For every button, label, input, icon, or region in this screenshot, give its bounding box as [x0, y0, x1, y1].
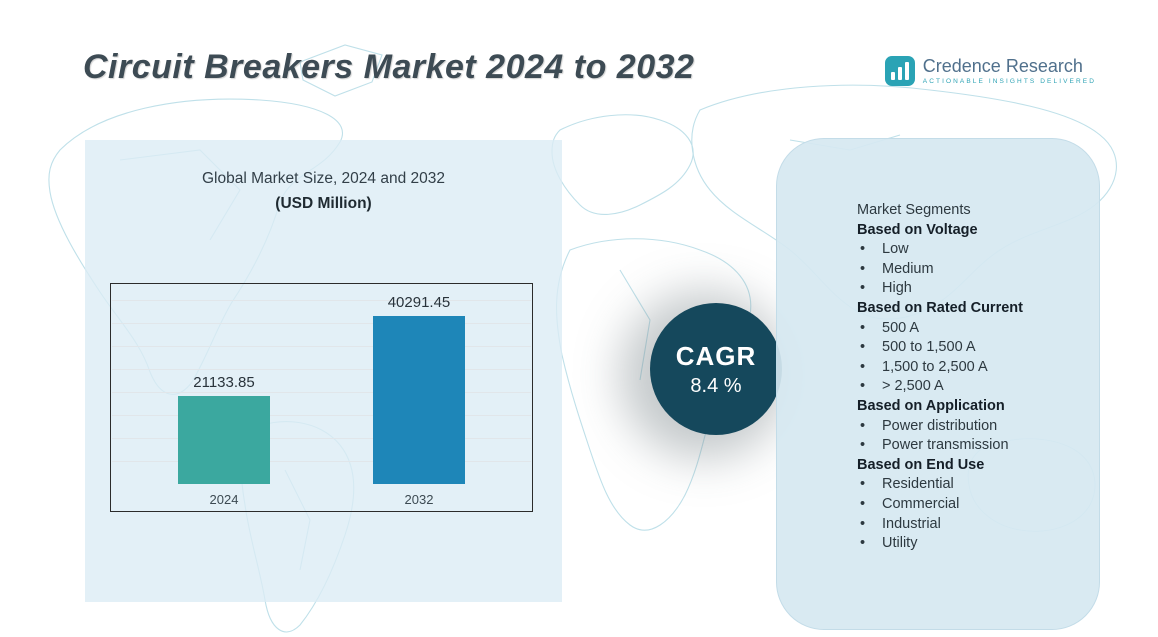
- market-segments-panel: Market Segments Based on Voltage • Low • Med…: [776, 138, 1100, 630]
- brand-text: Credence Research Actionable Insights De…: [923, 56, 1096, 85]
- page-title: Circuit Breakers Market 2024 to 2032: [83, 48, 695, 86]
- bullet-icon: •: [860, 260, 866, 277]
- segment-item-label: Commercial: [882, 495, 960, 512]
- segment-item-label: Low: [882, 241, 909, 258]
- segment-item-label: Industrial: [882, 515, 941, 532]
- bullet-icon: •: [860, 535, 866, 552]
- segment-item: • Residential: [857, 475, 1081, 495]
- segments-title: Market Segments: [857, 202, 971, 218]
- segment-item: • Utility: [857, 534, 1081, 554]
- segment-item: • Industrial: [857, 515, 1081, 535]
- bar-group-2032: 40291.45 2032: [373, 294, 465, 507]
- segment-item: • 500 to 1,500 A: [857, 338, 1081, 358]
- segment-item: • High: [857, 279, 1081, 299]
- bar-group-2024: 21133.85 2024: [178, 374, 270, 507]
- bar-2024: [178, 396, 270, 484]
- segment-item-label: Power distribution: [882, 417, 998, 434]
- bar-2032: [373, 316, 465, 484]
- bar-value-label: 21133.85: [193, 374, 255, 391]
- brand-tagline: Actionable Insights Delivered: [922, 78, 1096, 85]
- cagr-label: CAGR: [675, 340, 757, 371]
- market-size-panel: Global Market Size, 2024 and 2032 (USD M…: [85, 140, 562, 602]
- segment-item-label: Power transmission: [882, 437, 1009, 454]
- segment-item-label: Medium: [882, 260, 934, 277]
- bullet-icon: •: [860, 417, 866, 434]
- segment-item: • Low: [857, 240, 1081, 260]
- segment-item: • Medium: [857, 260, 1081, 280]
- segment-item: • 1,500 to 2,500 A: [857, 358, 1081, 378]
- bullet-icon: •: [860, 515, 866, 532]
- cagr-value: 8.4 %: [690, 374, 742, 397]
- bar-category-label: 2024: [209, 492, 239, 507]
- segment-item-label: > 2,500 A: [882, 378, 944, 395]
- bullet-icon: •: [860, 437, 866, 454]
- chart-subtitle: (USD Million): [275, 195, 372, 212]
- segment-item-label: Utility: [882, 535, 918, 552]
- segment-heading: Based on Application: [857, 397, 1005, 414]
- bullet-icon: •: [860, 339, 866, 356]
- segment-item-label: 500 to 1,500 A: [882, 339, 976, 356]
- credence-bar-chart-icon: [884, 56, 915, 86]
- segment-item-label: High: [882, 280, 912, 297]
- bullet-icon: •: [860, 495, 866, 512]
- chart-title: Global Market Size, 2024 and 2032: [202, 170, 445, 187]
- segment-item-label: 500 A: [882, 319, 920, 336]
- cagr-badge: CAGR 8.4 %: [650, 303, 782, 435]
- segment-item: • > 2,500 A: [857, 377, 1081, 397]
- brand-logo: Credence Research Actionable Insights De…: [884, 56, 1096, 86]
- segment-item: • Power distribution: [857, 417, 1081, 437]
- segment-item: • Commercial: [857, 495, 1081, 515]
- segment-item-label: 1,500 to 2,500 A: [882, 358, 988, 375]
- segment-item-label: Residential: [882, 476, 954, 493]
- bar-value-label: 40291.45: [387, 294, 451, 311]
- bullet-icon: •: [860, 358, 866, 375]
- segment-heading: Based on End Use: [857, 456, 985, 473]
- bars-area: 21133.85 2024 40291.45 2032: [111, 294, 532, 507]
- bullet-icon: •: [860, 241, 866, 258]
- bullet-icon: •: [860, 476, 866, 493]
- segments-list: Based on Voltage • Low • Medium • High Based on…: [857, 221, 1081, 554]
- segment-heading: Based on Rated Current: [857, 299, 1023, 316]
- segment-item: • Power transmission: [857, 436, 1081, 456]
- bullet-icon: •: [860, 378, 866, 395]
- brand-name: Credence Research: [922, 56, 1083, 76]
- bullet-icon: •: [860, 319, 866, 336]
- segment-heading: Based on Voltage: [857, 221, 978, 238]
- bar-category-label: 2032: [404, 492, 434, 507]
- bullet-icon: •: [860, 280, 866, 297]
- segment-item: • 500 A: [857, 319, 1081, 339]
- bar-chart: 21133.85 2024 40291.45 2032: [110, 283, 533, 512]
